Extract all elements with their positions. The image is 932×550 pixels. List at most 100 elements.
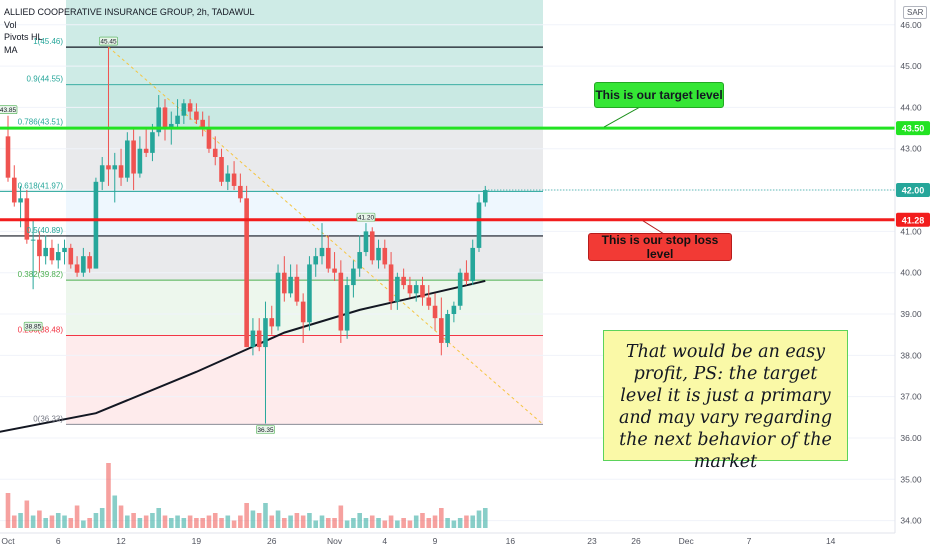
fib-level-label: 0.9(44.55) <box>27 75 64 84</box>
volume-bar <box>194 518 199 528</box>
volume-bar <box>137 518 143 528</box>
volume-bar <box>250 510 256 528</box>
pivot-label-box <box>256 425 275 434</box>
pivot-label: 38.85 <box>25 324 42 331</box>
volume-bar <box>351 518 356 528</box>
volume-bar <box>181 518 187 528</box>
price-tick-label: 37.00 <box>900 392 922 402</box>
candle-body <box>338 272 344 331</box>
candle <box>275 264 281 331</box>
volume-bar <box>112 495 118 528</box>
candle <box>439 297 444 356</box>
candle <box>313 247 319 277</box>
volume-bar <box>269 515 275 528</box>
candle <box>470 239 476 286</box>
candle <box>87 252 92 273</box>
candle <box>112 152 118 203</box>
candle-body <box>106 165 111 170</box>
candle <box>426 285 432 310</box>
candle <box>225 165 231 191</box>
volume-bar <box>332 518 337 528</box>
volume-bar <box>43 518 48 528</box>
volume-bar <box>200 518 205 528</box>
volume-bar <box>470 515 476 528</box>
fib-band <box>66 0 543 48</box>
pivot-label-box <box>99 36 118 46</box>
candle <box>231 161 237 191</box>
pivot-label-box <box>0 105 18 114</box>
target-price-label: 43.50 <box>902 124 925 134</box>
candle <box>143 128 149 158</box>
callout-connectors <box>603 106 665 235</box>
volume-bar <box>395 520 400 528</box>
currency-badge[interactable]: SAR <box>903 6 928 19</box>
candle <box>464 260 469 286</box>
candle <box>219 148 224 186</box>
candlesticks <box>5 47 488 424</box>
stop-price-tag <box>896 212 930 227</box>
stop-connector <box>642 220 665 235</box>
candle <box>401 268 406 290</box>
candle-body <box>457 272 463 306</box>
volume-bar <box>206 515 212 528</box>
price-tick-label: 40.00 <box>900 268 922 278</box>
candle <box>388 252 394 310</box>
candle <box>269 305 275 335</box>
candle-body <box>256 330 262 348</box>
candle <box>181 99 187 124</box>
candle-body <box>313 256 319 265</box>
volume-bar <box>325 518 331 528</box>
volume-bar <box>24 500 30 528</box>
volume-bar <box>451 520 457 528</box>
candle <box>99 157 105 191</box>
candle-body <box>187 103 193 112</box>
candle <box>187 99 193 120</box>
volume-bar <box>407 520 413 528</box>
pivot-label-box <box>23 321 43 331</box>
price-tick-label: 43.00 <box>900 144 922 154</box>
time-tick-label: 23 <box>587 536 597 546</box>
ma-indicator-label[interactable]: MA <box>4 44 18 55</box>
candle <box>382 239 388 269</box>
pivot-label: 36.35 <box>257 427 274 434</box>
candle-body <box>81 256 86 273</box>
candle-body <box>74 264 80 273</box>
target-price-tag <box>896 121 930 136</box>
candle <box>206 115 212 153</box>
candle-body <box>18 198 23 203</box>
candle-body <box>87 256 92 269</box>
candle <box>74 256 80 277</box>
price-tick-label: 41.00 <box>900 226 922 236</box>
volume-indicator-label[interactable]: Vol <box>4 19 17 30</box>
candle-body <box>156 107 162 133</box>
candle-body <box>99 165 105 182</box>
volume-bars <box>5 463 488 528</box>
candle-body <box>212 148 218 158</box>
volume-bar <box>231 520 237 528</box>
candle <box>307 256 312 331</box>
volume-bar <box>376 518 381 528</box>
volume-bar <box>263 503 268 528</box>
candle <box>30 218 36 290</box>
candle-body <box>112 165 118 170</box>
candle <box>118 148 124 186</box>
fib-level-label: 0.786(43.51) <box>18 118 64 127</box>
volume-bar <box>382 520 388 528</box>
candle-body <box>432 305 438 319</box>
pivots-indicator-label[interactable]: Pivots HL <box>4 32 43 42</box>
candle <box>395 272 400 310</box>
candle-body <box>363 231 369 253</box>
candle-body <box>62 247 67 253</box>
time-tick-label: 4 <box>382 536 387 546</box>
volume-bar <box>18 513 23 528</box>
volume-bar <box>212 513 218 528</box>
candle-body <box>30 239 36 241</box>
candle <box>212 136 218 166</box>
candle <box>68 243 74 269</box>
candle <box>351 260 356 298</box>
candle <box>106 47 111 186</box>
fib-level-label: 1(45.46) <box>33 37 63 46</box>
candle-body <box>43 247 48 257</box>
volume-bar <box>482 508 488 528</box>
